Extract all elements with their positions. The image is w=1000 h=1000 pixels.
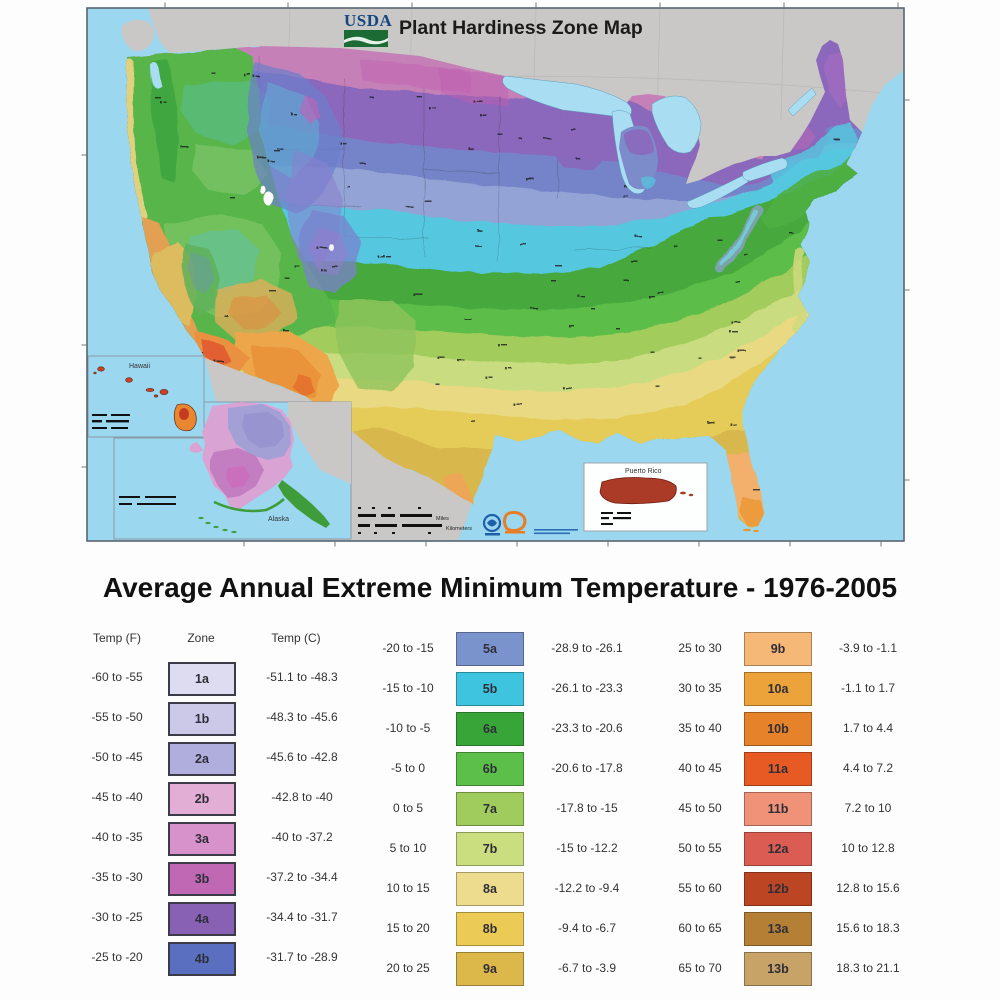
svg-text:Puerto Rico: Puerto Rico [625, 468, 662, 475]
svg-text:Miles: Miles [436, 516, 449, 522]
svg-text:Alaska: Alaska [268, 516, 289, 523]
svg-text:Kilometers: Kilometers [446, 526, 472, 532]
svg-text:Hawaii: Hawaii [129, 363, 150, 370]
